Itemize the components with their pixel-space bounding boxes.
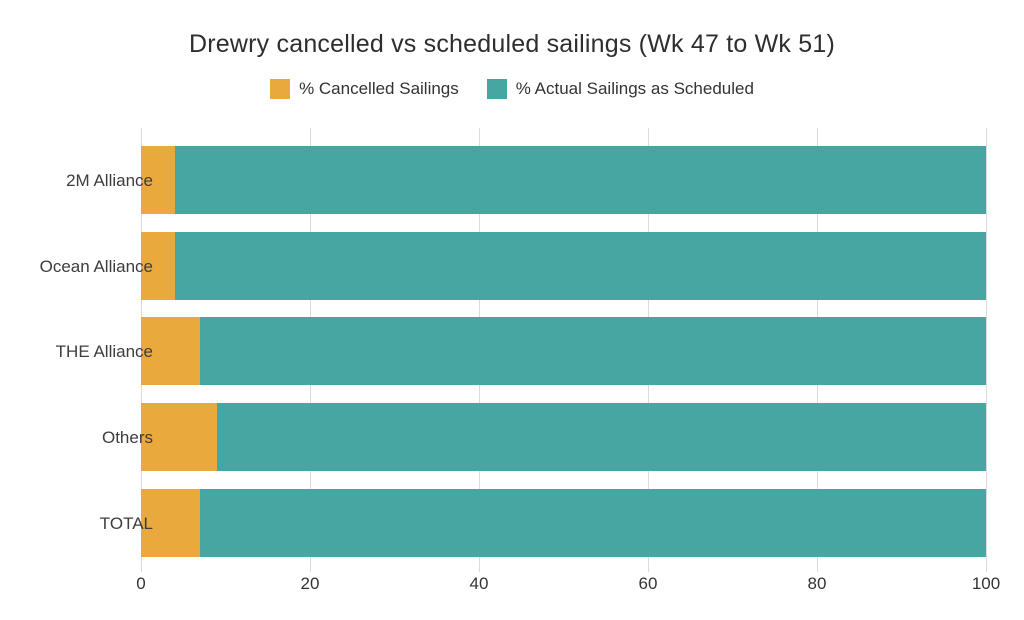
tick-label-0: 0 bbox=[136, 574, 146, 593]
bar-row-others bbox=[141, 385, 986, 472]
category-label: Others bbox=[101, 428, 153, 448]
tick-label-20: 20 bbox=[300, 574, 320, 593]
category-label: THE Alliance bbox=[55, 342, 153, 362]
bar-segment bbox=[217, 403, 986, 472]
bar-segment bbox=[200, 488, 986, 557]
tick-label-60: 60 bbox=[638, 574, 658, 593]
legend-label-cancelled: % Cancelled Sailings bbox=[299, 79, 459, 98]
bar-segment bbox=[141, 317, 201, 386]
bar-row-2m-alliance bbox=[141, 128, 986, 214]
bar-row-total bbox=[141, 471, 986, 557]
bar-row-the-alliance bbox=[141, 300, 986, 386]
gridline-100 bbox=[985, 128, 987, 572]
tick-label-100: 100 bbox=[971, 574, 1001, 593]
bar-segment bbox=[141, 403, 218, 472]
bar-segment bbox=[174, 145, 986, 214]
bar-segment bbox=[174, 231, 986, 300]
bar-segment bbox=[141, 231, 175, 300]
bar-segment bbox=[141, 145, 175, 214]
category-label: TOTAL bbox=[99, 514, 153, 533]
legend-label-scheduled: % Actual Sailings as Scheduled bbox=[515, 79, 754, 98]
bar-rows bbox=[141, 128, 986, 557]
legend-item-cancelled: % Cancelled Sailings bbox=[270, 79, 459, 99]
stacked-bar bbox=[141, 231, 986, 300]
cancelled-swatch-icon bbox=[270, 79, 291, 99]
legend: % Cancelled Sailings % Actual Sailings a… bbox=[0, 79, 1024, 99]
chart-title: Drewry cancelled vs scheduled sailings (… bbox=[189, 30, 835, 58]
bar-segment bbox=[141, 488, 201, 557]
category-label: Ocean Alliance bbox=[39, 256, 153, 276]
stacked-bar bbox=[141, 145, 986, 214]
stacked-bar bbox=[141, 403, 986, 472]
bar-segment bbox=[200, 317, 986, 386]
tick-label-80: 80 bbox=[807, 574, 827, 593]
stacked-bar bbox=[141, 488, 986, 557]
stacked-bar bbox=[141, 317, 986, 386]
plot-area bbox=[140, 128, 987, 572]
category-label: 2M Alliance bbox=[66, 170, 153, 190]
bar-row-ocean-alliance bbox=[141, 214, 986, 300]
scheduled-swatch-icon bbox=[486, 79, 507, 99]
tick-label-40: 40 bbox=[469, 574, 489, 593]
legend-item-scheduled: % Actual Sailings as Scheduled bbox=[486, 79, 754, 99]
